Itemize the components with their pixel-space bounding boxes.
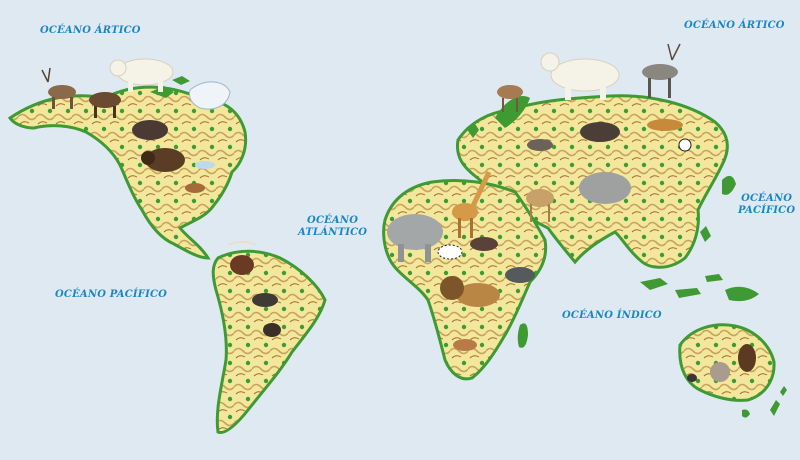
elephant-icon: [387, 214, 443, 262]
rabbit-icon: [687, 374, 697, 382]
elephant-icon: [579, 172, 631, 204]
label-arctic-ocean-west: OCÉANO ÁRTICO: [40, 25, 141, 36]
monkey-icon: [263, 323, 281, 337]
label-pacific-ocean-west: OCÉANO PACÍFICO: [55, 289, 168, 300]
continent-north-america: [7, 76, 248, 260]
koala-icon: [710, 362, 730, 382]
giraffe-icon: [452, 170, 492, 238]
camel-icon: [526, 189, 554, 222]
tapir-icon: [252, 293, 278, 307]
lion-icon: [440, 276, 500, 307]
continent-south-america: [211, 249, 327, 435]
label-arctic-ocean-east: OCÉANO ÁRTICO: [684, 20, 785, 31]
south-america-landmass: [211, 249, 327, 435]
zebra-icon: [437, 244, 463, 260]
reindeer-icon: [642, 43, 681, 98]
rhinoceros-icon: [505, 267, 535, 283]
southeast-asia-islands: [640, 226, 759, 302]
coyote-icon: [185, 183, 205, 193]
bison-icon: [141, 148, 185, 172]
animals-layer: [41, 43, 756, 382]
hippopotamus-icon: [470, 237, 498, 251]
polar-bear-icon: [109, 58, 174, 92]
kangaroo-icon: [738, 344, 756, 372]
polar-bear-icon: [540, 52, 620, 100]
greenland: [189, 81, 231, 110]
new-guinea: [725, 286, 759, 302]
brown-bear-icon: [132, 120, 168, 140]
wolf-icon: [527, 139, 553, 151]
moose-icon: [89, 92, 121, 118]
japan: [722, 175, 736, 195]
label-pacific-ocean-east: OCÉANO PACÍFICO: [738, 193, 796, 216]
label-indian-ocean: OCÉANO ÍNDICO: [562, 310, 662, 321]
antelope-icon: [453, 339, 477, 351]
tiger-icon: [647, 119, 683, 131]
deer-icon: [497, 85, 523, 112]
label-atlantic-ocean: OCÉANO ATLÁNTICO: [298, 215, 368, 238]
ox-icon: [227, 241, 257, 275]
canadian-islands: [150, 76, 190, 98]
tasmania: [742, 409, 750, 418]
indonesia: [640, 274, 723, 298]
madagascar: [517, 323, 528, 348]
great-lakes: [195, 161, 215, 169]
philippines: [700, 226, 711, 242]
new-zealand: [770, 386, 787, 416]
yak-icon: [580, 122, 620, 142]
north-america-landmass: [7, 85, 248, 260]
panda-icon: [678, 138, 692, 152]
scandinavia: [495, 96, 530, 128]
british-isles: [466, 122, 479, 138]
continent-australia: [678, 323, 787, 418]
reindeer-icon: [41, 67, 76, 109]
australia-landmass: [678, 323, 776, 402]
